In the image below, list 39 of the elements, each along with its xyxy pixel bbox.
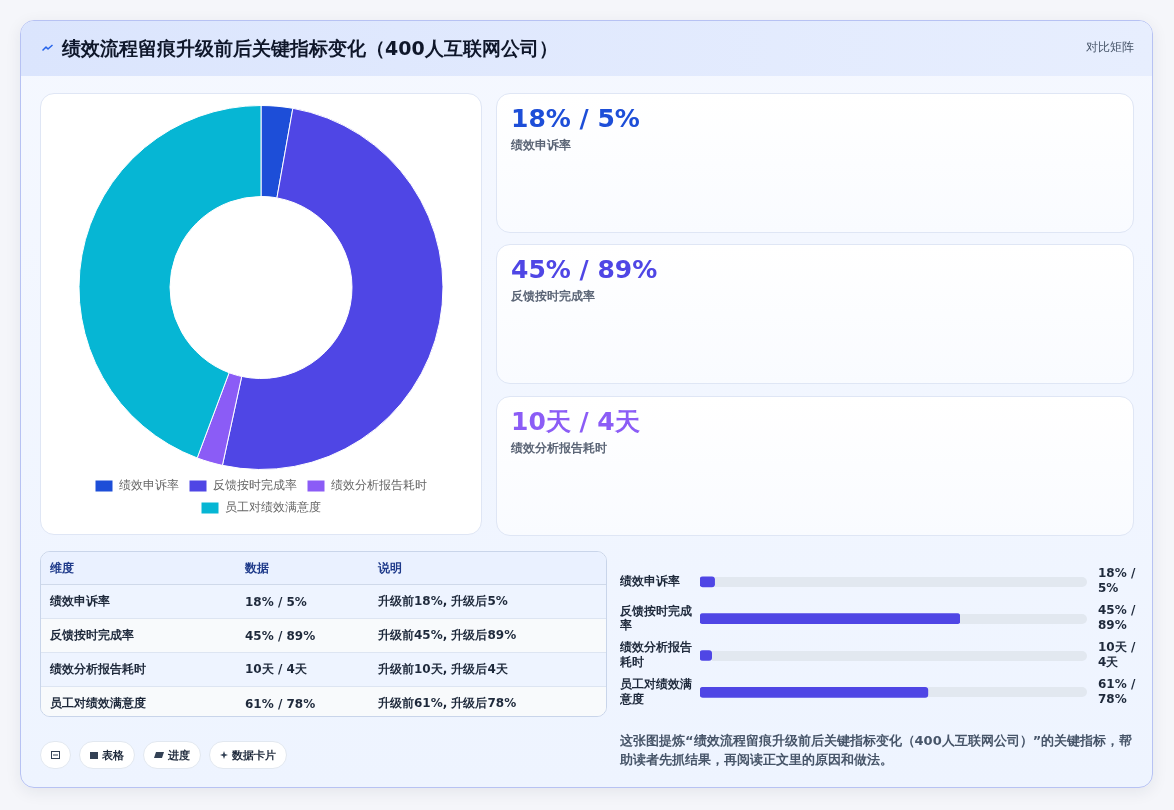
y-tick-label: 反馈按时完成率 (619, 603, 692, 632)
text: 45% / 89% (511, 254, 658, 286)
text: 员工对绩效满意度 (50, 696, 146, 710)
chart-title: 绩效流程留痕升级前后关键指标变化（400人互联网公司） (62, 36, 558, 60)
text: 反馈按时完成率 (511, 288, 595, 304)
text: 升级前45%, 升级后89% (378, 628, 517, 642)
pill-button: 进度 (143, 741, 201, 769)
text: 这张图提炼“绩效流程留痕升级前后关键指标变化（400人互联网公司）”的关键指标，帮助读者先抓结果，再阅读正文里的原因和做法。 (620, 732, 1134, 769)
text: 升级前61%, 升级后78% (378, 696, 517, 710)
category-label: 说明 (369, 552, 606, 585)
text: 升级前18%, 升级后5% (378, 594, 508, 608)
legend-label: 绩效申诉率 (119, 478, 179, 493)
text: 升级前10天, 升级后4天 (378, 662, 508, 676)
text: 对比矩阵 (1085, 39, 1134, 55)
y-tick-label: 员工对绩效满意度 (619, 677, 692, 706)
data-label: 45% / 89% (1098, 603, 1136, 633)
legend-label: 员工对绩效满意度 (225, 500, 321, 515)
text: 10天 / 4天 (245, 662, 307, 676)
pill-button: 表格 (79, 741, 135, 769)
pill-button: 数据卡片 (209, 741, 287, 769)
data-label: 18% / 5% (1098, 566, 1136, 596)
legend-label: 绩效分析报告耗时 (331, 478, 427, 493)
data-label: 61% / 78% (1098, 677, 1136, 706)
text: 61% / 78% (245, 696, 316, 711)
y-tick-label: 绩效申诉率 (619, 573, 680, 588)
text: 绩效申诉率 (511, 137, 571, 153)
text: 绩效分析报告耗时 (511, 440, 607, 456)
category-label: 数据 (236, 552, 369, 585)
data-label: 10天 / 4天 (1098, 640, 1136, 670)
text: 绩效申诉率 (50, 594, 110, 608)
text: 10天 / 4天 (511, 406, 640, 438)
legend-label: 反馈按时完成率 (213, 478, 297, 493)
text: 18% / 5% (511, 103, 640, 135)
text: 反馈按时完成率 (50, 628, 134, 642)
text: 绩效分析报告耗时 (50, 662, 146, 676)
text: 45% / 89% (245, 628, 316, 643)
text: 18% / 5% (245, 594, 307, 609)
category-label: 维度 (41, 552, 236, 585)
y-tick-label: 绩效分析报告耗时 (619, 640, 692, 669)
